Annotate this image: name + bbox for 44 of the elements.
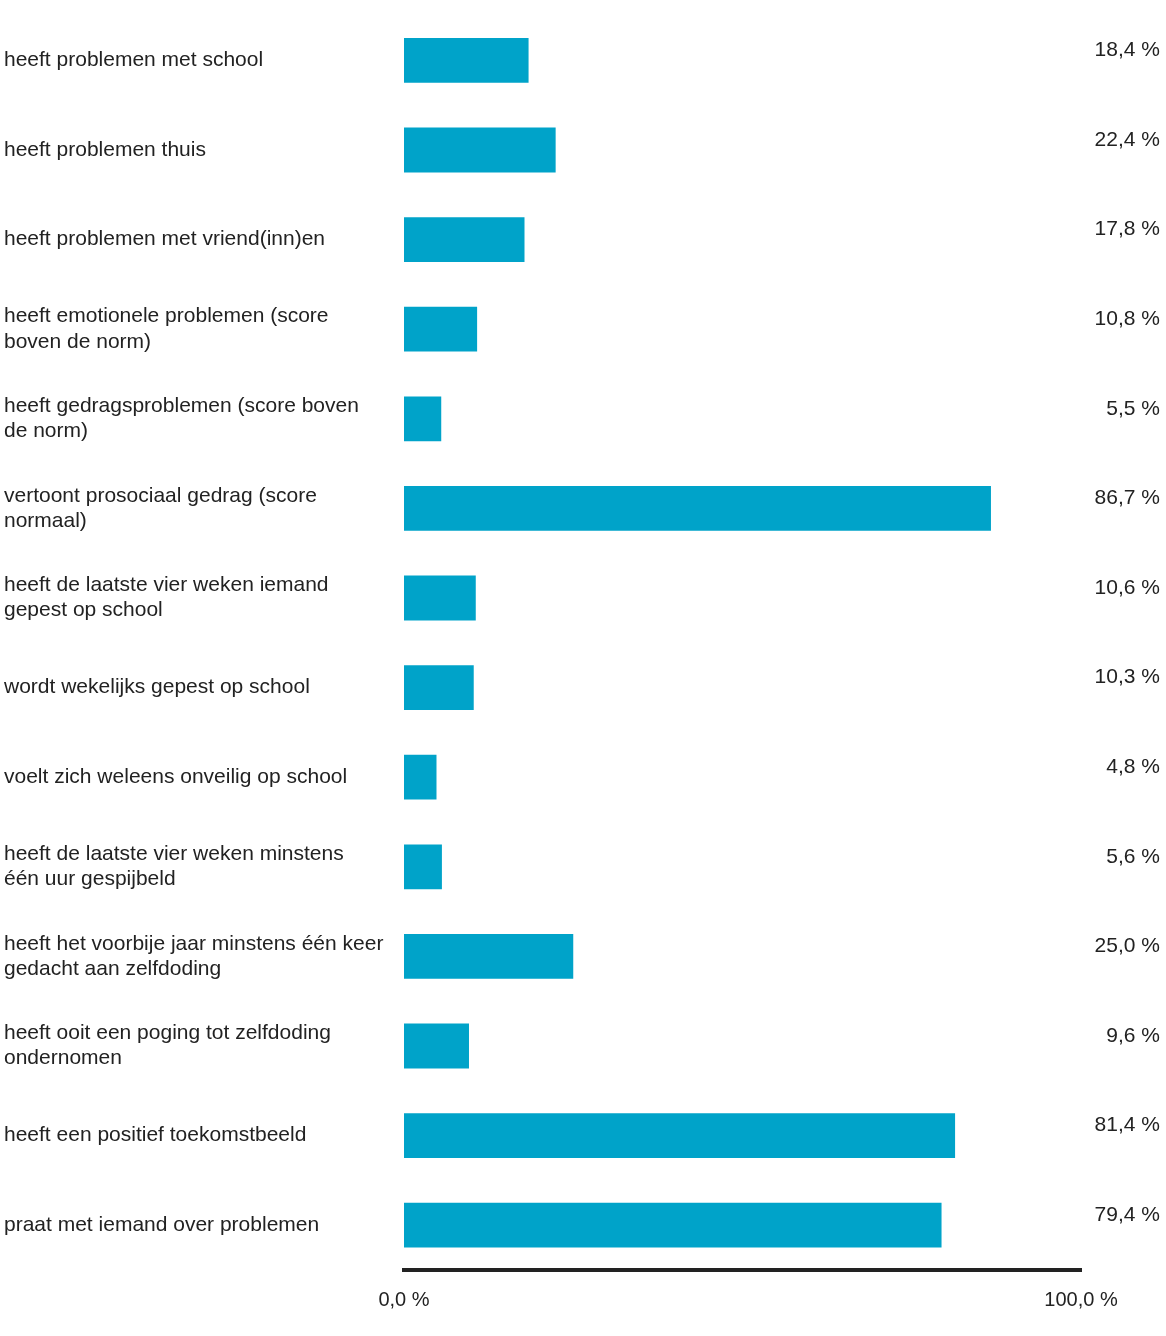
data-label: 9,6 % (1106, 1022, 1160, 1046)
bar (404, 396, 442, 442)
data-label: 18,4 % (1094, 37, 1160, 61)
y-tick-label: heeft de laatste vier weken iemand gepest op school (4, 572, 329, 621)
bar (404, 1202, 942, 1248)
bar (404, 486, 991, 531)
bar (404, 844, 442, 890)
bar (404, 1023, 469, 1069)
bar (404, 127, 556, 173)
bar (404, 575, 476, 621)
data-label: 10,3 % (1094, 664, 1160, 688)
bar (404, 217, 525, 262)
x-tick-label: 0,0 % (378, 1287, 430, 1310)
x-tick-label: 100,0 % (1044, 1287, 1118, 1310)
y-tick-label: heeft de laatste vier weken minstens één uur gespijbeld (4, 841, 344, 890)
y-tick-label: vertoont prosociaal gedrag (score normaal) (4, 482, 317, 531)
y-tick-label: heeft een positief toekomstbeeld (4, 1122, 307, 1146)
data-label: 79,4 % (1094, 1202, 1160, 1226)
data-label: 5,5 % (1106, 395, 1160, 419)
data-label: 10,6 % (1094, 574, 1160, 598)
y-tick-label: heeft problemen thuis (4, 136, 206, 160)
data-label: 17,8 % (1094, 216, 1160, 240)
bar (404, 1113, 956, 1158)
bar (404, 306, 478, 352)
bar (404, 38, 529, 83)
y-tick-label: voelt zich weleens onveilig op school (4, 764, 348, 787)
data-label: 25,0 % (1094, 933, 1160, 957)
data-label: 5,6 % (1106, 843, 1160, 867)
y-tick-label: heeft problemen met school (4, 47, 264, 71)
data-label: 4,8 % (1106, 754, 1160, 778)
data-label: 81,4 % (1094, 1112, 1160, 1136)
y-tick-label: praat met iemand over problemen (4, 1212, 320, 1235)
y-tick-label: heeft het voorbije jaar minstens één keer gedacht aan zelfdoding (4, 930, 384, 979)
y-tick-label: wordt wekelijks gepest op school (3, 674, 310, 698)
data-label: 10,8 % (1094, 306, 1160, 330)
data-label: 22,4 % (1094, 126, 1160, 150)
y-tick-label: heeft emotionele problemen (score boven de norm) (4, 303, 329, 352)
y-tick-label: heeft problemen met vriend(inn)en (4, 226, 326, 250)
y-tick-label: heeft gedragsproblemen (score boven de norm) (4, 393, 359, 442)
bar (404, 754, 437, 800)
bar (404, 665, 474, 710)
data-label: 86,7 % (1094, 485, 1160, 509)
y-tick-label: heeft ooit een poging tot zelfdoding ondernomen (4, 1020, 331, 1069)
bar (404, 934, 574, 979)
